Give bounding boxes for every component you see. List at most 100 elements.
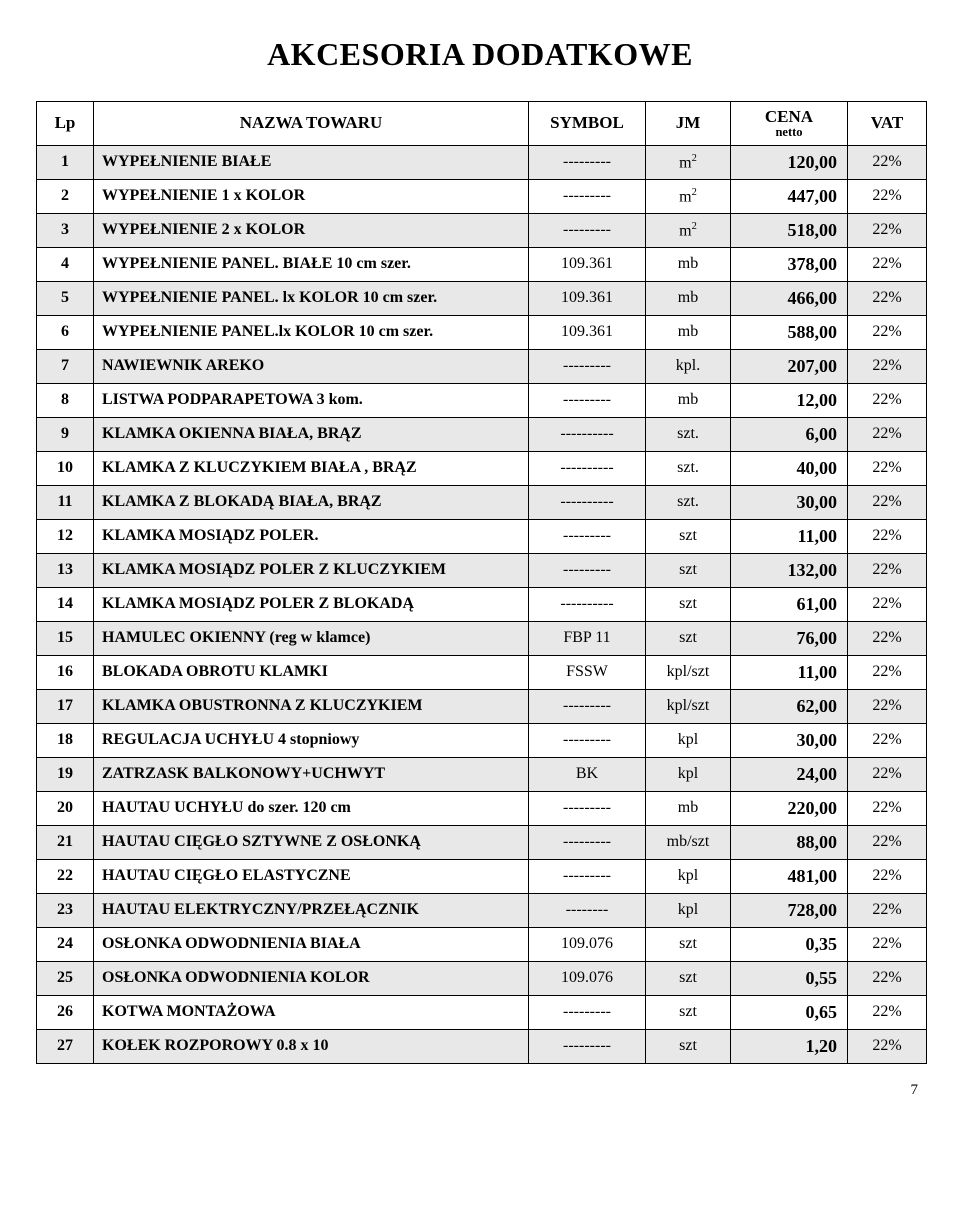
table-row: 17KLAMKA OBUSTRONNA Z KLUCZYKIEM--------… bbox=[37, 689, 927, 723]
cell-symbol: ---------- bbox=[529, 587, 646, 621]
cell-cena: 0,35 bbox=[731, 927, 848, 961]
cell-cena: 6,00 bbox=[731, 417, 848, 451]
cell-cena: 61,00 bbox=[731, 587, 848, 621]
table-row: 14KLAMKA MOSIĄDZ POLER Z BLOKADĄ--------… bbox=[37, 587, 927, 621]
cell-vat: 22% bbox=[848, 621, 927, 655]
cell-symbol: --------- bbox=[529, 349, 646, 383]
table-row: 20HAUTAU UCHYŁU do szer. 120 cm---------… bbox=[37, 791, 927, 825]
table-row: 8LISTWA PODPARAPETOWA 3 kom.---------mb1… bbox=[37, 383, 927, 417]
table-row: 25OSŁONKA ODWODNIENIA KOLOR109.076szt0,5… bbox=[37, 961, 927, 995]
cell-symbol: --------- bbox=[529, 723, 646, 757]
table-row: 9KLAMKA OKIENNA BIAŁA, BRĄZ----------szt… bbox=[37, 417, 927, 451]
cell-symbol: 109.076 bbox=[529, 961, 646, 995]
cell-jm: m2 bbox=[646, 179, 731, 213]
cell-lp: 1 bbox=[37, 145, 94, 179]
cell-jm: szt. bbox=[646, 417, 731, 451]
table-row: 13KLAMKA MOSIĄDZ POLER Z KLUCZYKIEM-----… bbox=[37, 553, 927, 587]
cell-lp: 5 bbox=[37, 281, 94, 315]
cell-cena: 11,00 bbox=[731, 655, 848, 689]
cell-name: WYPEŁNIENIE 1 x KOLOR bbox=[94, 179, 529, 213]
cell-lp: 16 bbox=[37, 655, 94, 689]
cell-vat: 22% bbox=[848, 995, 927, 1029]
cell-cena: 24,00 bbox=[731, 757, 848, 791]
cell-jm: kpl/szt bbox=[646, 655, 731, 689]
cell-vat: 22% bbox=[848, 281, 927, 315]
cell-lp: 23 bbox=[37, 893, 94, 927]
table-row: 6WYPEŁNIENIE PANEL.lx KOLOR 10 cm szer.1… bbox=[37, 315, 927, 349]
cell-lp: 14 bbox=[37, 587, 94, 621]
cell-symbol: --------- bbox=[529, 689, 646, 723]
cell-lp: 12 bbox=[37, 519, 94, 553]
table-row: 2WYPEŁNIENIE 1 x KOLOR---------m2447,002… bbox=[37, 179, 927, 213]
cell-lp: 7 bbox=[37, 349, 94, 383]
cell-symbol: FBP 11 bbox=[529, 621, 646, 655]
cell-cena: 30,00 bbox=[731, 485, 848, 519]
cell-symbol: 109.361 bbox=[529, 281, 646, 315]
cell-lp: 25 bbox=[37, 961, 94, 995]
cell-vat: 22% bbox=[848, 315, 927, 349]
cell-jm: kpl bbox=[646, 757, 731, 791]
cell-name: LISTWA PODPARAPETOWA 3 kom. bbox=[94, 383, 529, 417]
table-row: 3WYPEŁNIENIE 2 x KOLOR---------m2518,002… bbox=[37, 213, 927, 247]
cell-name: OSŁONKA ODWODNIENIA BIAŁA bbox=[94, 927, 529, 961]
cell-cena: 132,00 bbox=[731, 553, 848, 587]
cell-name: HAMULEC OKIENNY (reg w klamce) bbox=[94, 621, 529, 655]
cell-jm: szt bbox=[646, 927, 731, 961]
table-row: 7NAWIEWNIK AREKO---------kpl.207,0022% bbox=[37, 349, 927, 383]
cell-cena: 120,00 bbox=[731, 145, 848, 179]
cell-name: WYPEŁNIENIE PANEL. lx KOLOR 10 cm szer. bbox=[94, 281, 529, 315]
cell-cena: 728,00 bbox=[731, 893, 848, 927]
cell-jm: mb bbox=[646, 247, 731, 281]
cell-jm: szt bbox=[646, 519, 731, 553]
cell-symbol: -------- bbox=[529, 893, 646, 927]
cell-vat: 22% bbox=[848, 145, 927, 179]
cell-symbol: 109.361 bbox=[529, 315, 646, 349]
cell-name: WYPEŁNIENIE BIAŁE bbox=[94, 145, 529, 179]
table-row: 21HAUTAU CIĘGŁO SZTYWNE Z OSŁONKĄ-------… bbox=[37, 825, 927, 859]
cell-lp: 4 bbox=[37, 247, 94, 281]
table-row: 1WYPEŁNIENIE BIAŁE---------m2120,0022% bbox=[37, 145, 927, 179]
cell-jm: m2 bbox=[646, 145, 731, 179]
cell-cena: 588,00 bbox=[731, 315, 848, 349]
cell-vat: 22% bbox=[848, 825, 927, 859]
cell-vat: 22% bbox=[848, 723, 927, 757]
cell-lp: 27 bbox=[37, 1029, 94, 1063]
table-row: 10KLAMKA Z KLUCZYKIEM BIAŁA , BRĄZ------… bbox=[37, 451, 927, 485]
cell-name: HAUTAU CIĘGŁO SZTYWNE Z OSŁONKĄ bbox=[94, 825, 529, 859]
cell-cena: 0,55 bbox=[731, 961, 848, 995]
cell-lp: 18 bbox=[37, 723, 94, 757]
cell-jm: mb bbox=[646, 281, 731, 315]
cell-vat: 22% bbox=[848, 757, 927, 791]
cell-name: WYPEŁNIENIE 2 x KOLOR bbox=[94, 213, 529, 247]
cell-cena: 12,00 bbox=[731, 383, 848, 417]
col-header-lp: Lp bbox=[37, 102, 94, 146]
cell-symbol: 109.076 bbox=[529, 927, 646, 961]
cell-jm: mb bbox=[646, 383, 731, 417]
cell-name: ZATRZASK BALKONOWY+UCHWYT bbox=[94, 757, 529, 791]
cell-jm: szt bbox=[646, 621, 731, 655]
cell-name: KLAMKA OBUSTRONNA Z KLUCZYKIEM bbox=[94, 689, 529, 723]
cell-vat: 22% bbox=[848, 247, 927, 281]
cell-symbol: ---------- bbox=[529, 451, 646, 485]
page-number: 7 bbox=[36, 1082, 924, 1099]
cell-cena: 1,20 bbox=[731, 1029, 848, 1063]
cell-name: OSŁONKA ODWODNIENIA KOLOR bbox=[94, 961, 529, 995]
cell-name: WYPEŁNIENIE PANEL. BIAŁE 10 cm szer. bbox=[94, 247, 529, 281]
cell-symbol: --------- bbox=[529, 1029, 646, 1063]
cell-vat: 22% bbox=[848, 791, 927, 825]
cell-name: NAWIEWNIK AREKO bbox=[94, 349, 529, 383]
col-header-cena-top: CENA bbox=[765, 107, 813, 126]
cell-cena: 481,00 bbox=[731, 859, 848, 893]
cell-lp: 26 bbox=[37, 995, 94, 1029]
col-header-cena-sub: netto bbox=[739, 126, 839, 139]
cell-cena: 220,00 bbox=[731, 791, 848, 825]
cell-symbol: --------- bbox=[529, 383, 646, 417]
cell-jm: mb bbox=[646, 791, 731, 825]
cell-jm: szt. bbox=[646, 485, 731, 519]
cell-vat: 22% bbox=[848, 451, 927, 485]
table-row: 23HAUTAU ELEKTRYCZNY/PRZEŁĄCZNIK--------… bbox=[37, 893, 927, 927]
table-row: 12KLAMKA MOSIĄDZ POLER.---------szt11,00… bbox=[37, 519, 927, 553]
cell-cena: 76,00 bbox=[731, 621, 848, 655]
cell-vat: 22% bbox=[848, 349, 927, 383]
cell-symbol: ---------- bbox=[529, 485, 646, 519]
